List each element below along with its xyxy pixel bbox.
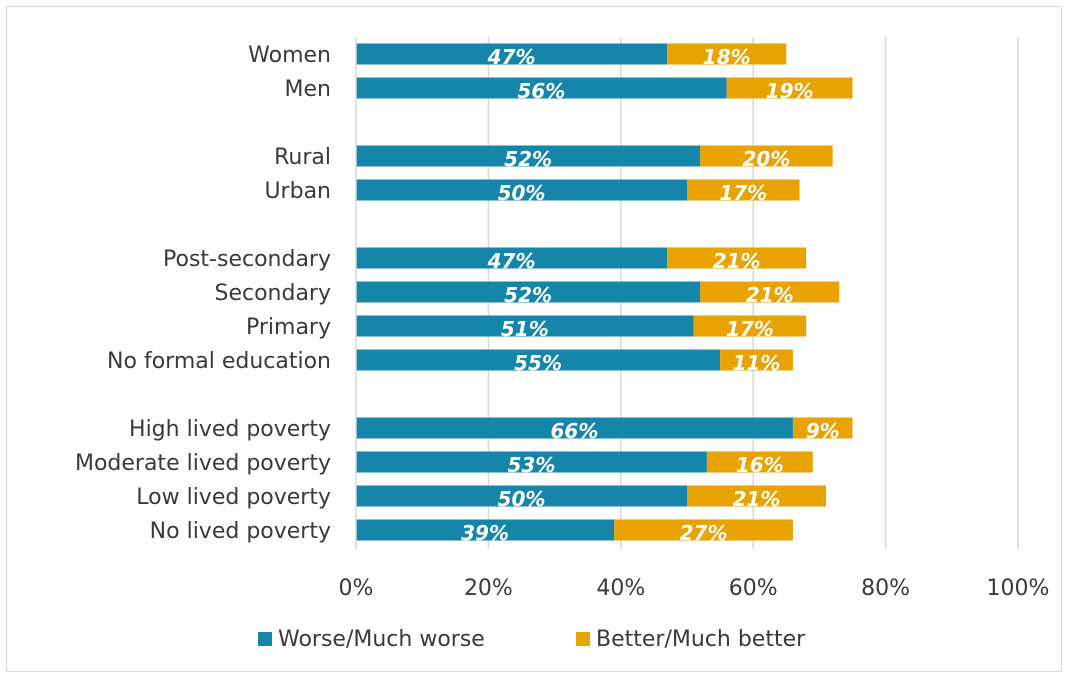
bar-data-label: 9% <box>806 419 840 443</box>
bar-better <box>720 349 793 371</box>
bar-worse <box>356 43 668 65</box>
bar-worse <box>356 247 668 269</box>
bar-better <box>687 485 827 507</box>
category-label: Post-secondary <box>163 247 331 272</box>
bar-better <box>693 315 807 337</box>
category-label: Secondary <box>214 281 331 306</box>
bar-data-label: 52% <box>504 147 552 171</box>
bar-data-label: 53% <box>507 453 555 477</box>
legend-label: Better/Much better <box>596 627 806 652</box>
stacked-bar-chart: 0% 20% 40% 60% 80% 100% Women 47% 18% Men 56% 19% Ru… <box>75 37 1050 652</box>
bar-data-label: 50% <box>498 487 546 511</box>
bar-data-label: 27% <box>680 521 728 545</box>
bar-data-label: 50% <box>498 181 546 205</box>
bar-better <box>687 179 800 201</box>
x-tick-label: 20% <box>464 576 513 601</box>
bar-data-label: 11% <box>733 351 781 375</box>
bar-data-label: 18% <box>703 45 751 69</box>
x-tick-label: 80% <box>861 576 910 601</box>
bar-better <box>706 451 813 473</box>
bar-worse <box>356 315 694 337</box>
bar-data-label: 19% <box>766 79 814 103</box>
bar-data-label: 55% <box>514 351 562 375</box>
bar-better <box>667 247 807 269</box>
bar-worse <box>356 451 707 473</box>
bar-better <box>700 281 840 303</box>
bar-better <box>726 77 853 99</box>
category-label: Primary <box>246 315 331 340</box>
x-tick-label: 40% <box>596 576 645 601</box>
category-label: Women <box>248 43 331 68</box>
bar-worse <box>356 145 701 167</box>
legend-swatch <box>258 632 272 646</box>
x-tick-label: 0% <box>339 576 374 601</box>
bar-better <box>700 145 833 167</box>
bar-data-label: 16% <box>736 453 784 477</box>
category-label: No lived poverty <box>150 519 331 544</box>
bar-data-label: 21% <box>713 249 761 273</box>
bar-worse <box>356 519 615 541</box>
bar-data-label: 47% <box>487 249 536 273</box>
legend-swatch <box>576 632 590 646</box>
bar-better <box>792 417 853 439</box>
bar-data-label: 17% <box>719 181 767 205</box>
category-label: Rural <box>274 145 331 170</box>
bar-data-label: 39% <box>461 521 509 545</box>
bar-data-label: 21% <box>733 487 781 511</box>
x-tick-label: 100% <box>987 576 1050 601</box>
chart-frame: 0% 20% 40% 60% 80% 100% Women 47% 18% Men 56% 19% Ru… <box>6 6 1062 672</box>
bar-data-label: 21% <box>746 283 794 307</box>
category-label: Low lived poverty <box>136 485 331 510</box>
category-label: Moderate lived poverty <box>75 451 331 476</box>
bar-better <box>614 519 793 541</box>
bar-data-label: 17% <box>726 317 774 341</box>
bar-data-label: 51% <box>501 317 549 341</box>
bar-worse <box>356 281 701 303</box>
bar-worse <box>356 417 793 439</box>
bar-data-label: 20% <box>743 147 791 171</box>
bar-worse <box>356 485 687 507</box>
x-tick-label: 60% <box>729 576 778 601</box>
bar-worse <box>356 77 727 99</box>
bar-data-label: 52% <box>504 283 552 307</box>
bar-data-label: 56% <box>517 79 565 103</box>
bar-better <box>667 43 787 65</box>
bar-worse <box>356 349 721 371</box>
bar-data-label: 47% <box>487 45 536 69</box>
bar-data-label: 66% <box>551 419 599 443</box>
bar-worse <box>356 179 687 201</box>
legend-label: Worse/Much worse <box>278 627 485 652</box>
category-label: Urban <box>264 179 331 204</box>
category-label: Men <box>285 77 331 102</box>
category-label: High lived poverty <box>129 417 331 442</box>
category-label: No formal education <box>107 349 331 374</box>
